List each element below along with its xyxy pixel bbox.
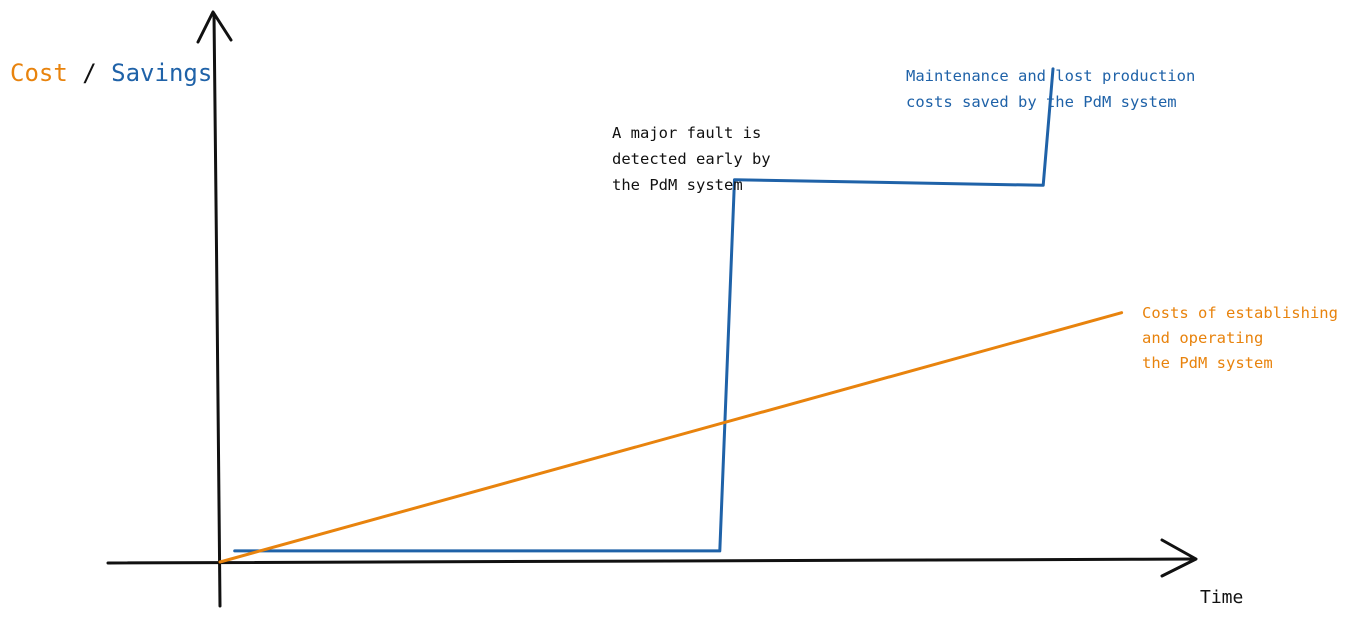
- annotation-fault-line-3: the PdM system: [612, 176, 743, 194]
- x-axis-label: Time: [1200, 587, 1243, 608]
- annotation-fault-line-2: detected early by: [612, 150, 771, 168]
- annotation-fault-line-1: A major fault is: [612, 124, 761, 142]
- series-layer: [218, 67, 1124, 564]
- savings-series-line: [233, 67, 1055, 553]
- annotation-cost-line-3: the PdM system: [1142, 354, 1273, 372]
- y-label-savings: Savings: [111, 59, 212, 87]
- annotation-savings: Maintenance and lost production costs sa…: [906, 67, 1205, 111]
- cost-series-line: [218, 311, 1124, 564]
- annotation-savings-line-2: costs saved by the PdM system: [906, 93, 1177, 111]
- x-axis-arrowhead: [1160, 538, 1198, 578]
- y-axis-arrowhead: [196, 10, 233, 44]
- annotation-fault-detected: A major fault is detected early by the P…: [612, 124, 780, 194]
- annotation-cost-line-1: Costs of establishing: [1142, 304, 1338, 322]
- axes: [106, 10, 1198, 608]
- annotation-cost: Costs of establishing and operating the …: [1142, 304, 1347, 372]
- y-label-cost: Cost: [10, 59, 68, 87]
- annotation-savings-line-1: Maintenance and lost production: [906, 67, 1195, 85]
- annotation-cost-line-2: and operating: [1142, 329, 1263, 347]
- y-axis: [212, 12, 222, 608]
- x-axis: [106, 557, 1196, 565]
- y-axis-label: Cost / Savings: [10, 59, 212, 87]
- y-label-separator: /: [68, 59, 111, 87]
